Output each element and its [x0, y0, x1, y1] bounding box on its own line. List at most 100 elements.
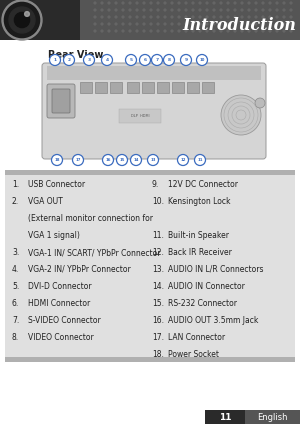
- Text: 8.: 8.: [12, 333, 19, 342]
- FancyBboxPatch shape: [5, 170, 295, 362]
- Text: DVI-D Connector: DVI-D Connector: [28, 282, 92, 291]
- Circle shape: [199, 30, 201, 32]
- Text: VGA 1 signal): VGA 1 signal): [28, 231, 80, 240]
- Circle shape: [185, 23, 187, 25]
- Circle shape: [206, 9, 208, 11]
- Circle shape: [2, 0, 42, 40]
- Circle shape: [192, 9, 194, 11]
- Circle shape: [290, 9, 292, 11]
- Circle shape: [178, 23, 180, 25]
- Circle shape: [171, 30, 173, 32]
- Circle shape: [248, 23, 250, 25]
- FancyBboxPatch shape: [0, 0, 80, 40]
- Circle shape: [255, 98, 265, 108]
- Circle shape: [248, 30, 250, 32]
- FancyBboxPatch shape: [245, 410, 300, 424]
- Circle shape: [206, 2, 208, 4]
- Circle shape: [50, 55, 61, 66]
- Circle shape: [164, 9, 166, 11]
- Circle shape: [192, 23, 194, 25]
- FancyBboxPatch shape: [119, 109, 161, 123]
- Circle shape: [171, 16, 173, 18]
- Text: 2: 2: [68, 58, 70, 62]
- Text: 3: 3: [88, 58, 91, 62]
- Circle shape: [227, 23, 229, 25]
- Circle shape: [157, 9, 159, 11]
- Circle shape: [262, 2, 264, 4]
- Circle shape: [248, 2, 250, 4]
- Circle shape: [136, 16, 138, 18]
- Circle shape: [178, 9, 180, 11]
- Circle shape: [269, 2, 271, 4]
- Circle shape: [101, 9, 103, 11]
- Circle shape: [103, 155, 113, 165]
- Circle shape: [290, 2, 292, 4]
- Text: 15.: 15.: [152, 299, 164, 308]
- Circle shape: [290, 16, 292, 18]
- Circle shape: [283, 16, 285, 18]
- Circle shape: [255, 23, 257, 25]
- Circle shape: [94, 2, 96, 4]
- Text: 8: 8: [167, 58, 170, 62]
- Circle shape: [115, 16, 117, 18]
- Text: 1.: 1.: [12, 180, 19, 189]
- Circle shape: [9, 7, 35, 33]
- Text: 14: 14: [133, 158, 139, 162]
- Circle shape: [196, 55, 208, 66]
- Circle shape: [157, 23, 159, 25]
- Circle shape: [255, 9, 257, 11]
- Circle shape: [108, 16, 110, 18]
- Text: 12V DC Connector: 12V DC Connector: [168, 180, 238, 189]
- Text: VIDEO Connector: VIDEO Connector: [28, 333, 94, 342]
- FancyBboxPatch shape: [5, 170, 295, 175]
- Circle shape: [101, 23, 103, 25]
- Circle shape: [199, 16, 201, 18]
- Circle shape: [73, 155, 83, 165]
- Text: 11: 11: [197, 158, 203, 162]
- Circle shape: [227, 30, 229, 32]
- Circle shape: [108, 9, 110, 11]
- Text: Built-in Speaker: Built-in Speaker: [168, 231, 229, 240]
- Text: 9.: 9.: [152, 180, 159, 189]
- Circle shape: [108, 2, 110, 4]
- FancyBboxPatch shape: [172, 81, 184, 92]
- Text: 12: 12: [180, 158, 186, 162]
- Circle shape: [234, 16, 236, 18]
- Text: 9: 9: [184, 58, 188, 62]
- Text: 6: 6: [143, 58, 146, 62]
- Text: 3.: 3.: [12, 248, 19, 257]
- Circle shape: [234, 23, 236, 25]
- Circle shape: [122, 2, 124, 4]
- Text: 13.: 13.: [152, 265, 164, 274]
- Text: VGA-1 IN/ SCART/ YPbPr Connector: VGA-1 IN/ SCART/ YPbPr Connector: [28, 248, 161, 257]
- Circle shape: [136, 30, 138, 32]
- Circle shape: [276, 23, 278, 25]
- Circle shape: [122, 30, 124, 32]
- Circle shape: [213, 16, 215, 18]
- Circle shape: [255, 2, 257, 4]
- Circle shape: [199, 23, 201, 25]
- Circle shape: [14, 12, 30, 28]
- Circle shape: [213, 30, 215, 32]
- Circle shape: [178, 155, 188, 165]
- Text: English: English: [257, 412, 288, 421]
- Circle shape: [143, 23, 145, 25]
- Text: 7.: 7.: [12, 316, 19, 325]
- Circle shape: [192, 2, 194, 4]
- Circle shape: [234, 30, 236, 32]
- Circle shape: [94, 16, 96, 18]
- Circle shape: [192, 16, 194, 18]
- Circle shape: [83, 55, 94, 66]
- Circle shape: [241, 30, 243, 32]
- Circle shape: [164, 16, 166, 18]
- Circle shape: [185, 2, 187, 4]
- Circle shape: [129, 16, 131, 18]
- FancyBboxPatch shape: [5, 357, 295, 362]
- Circle shape: [241, 23, 243, 25]
- Text: Kensington Lock: Kensington Lock: [168, 197, 230, 206]
- Circle shape: [129, 9, 131, 11]
- Circle shape: [157, 30, 159, 32]
- Circle shape: [122, 23, 124, 25]
- Circle shape: [241, 16, 243, 18]
- Circle shape: [143, 2, 145, 4]
